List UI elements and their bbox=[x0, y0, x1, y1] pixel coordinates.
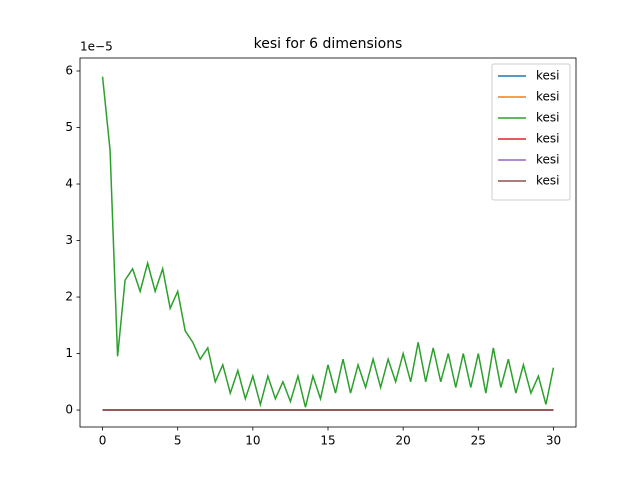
legend-box bbox=[491, 63, 571, 201]
y-tick-label: 1 bbox=[65, 346, 73, 360]
x-tick-label: 5 bbox=[174, 434, 182, 448]
series-line bbox=[101, 76, 555, 408]
legend-label: kesi bbox=[536, 153, 560, 167]
y-tick-label: 4 bbox=[65, 177, 73, 191]
y-offset-label: 1e−5 bbox=[80, 40, 113, 54]
legend-label: kesi bbox=[536, 111, 560, 125]
legend-label: kesi bbox=[536, 69, 560, 83]
x-tick-label: 20 bbox=[396, 434, 411, 448]
y-tick-label: 5 bbox=[65, 120, 73, 134]
x-tick-label: 15 bbox=[320, 434, 335, 448]
y-tick-label: 0 bbox=[65, 403, 73, 417]
x-tick-label: 0 bbox=[99, 434, 107, 448]
legend-label: kesi bbox=[536, 132, 560, 146]
chart-title: kesi for 6 dimensions bbox=[254, 36, 403, 52]
y-tick-label: 2 bbox=[65, 290, 73, 304]
legend-label: kesi bbox=[536, 90, 560, 104]
y-tick-label: 3 bbox=[65, 233, 73, 247]
x-tick-label: 10 bbox=[245, 434, 260, 448]
y-tick-label: 6 bbox=[65, 63, 73, 77]
x-tick-label: 25 bbox=[471, 434, 486, 448]
axes-frame bbox=[79, 57, 577, 428]
x-tick-label: 30 bbox=[546, 434, 561, 448]
legend-label: kesi bbox=[536, 174, 560, 188]
